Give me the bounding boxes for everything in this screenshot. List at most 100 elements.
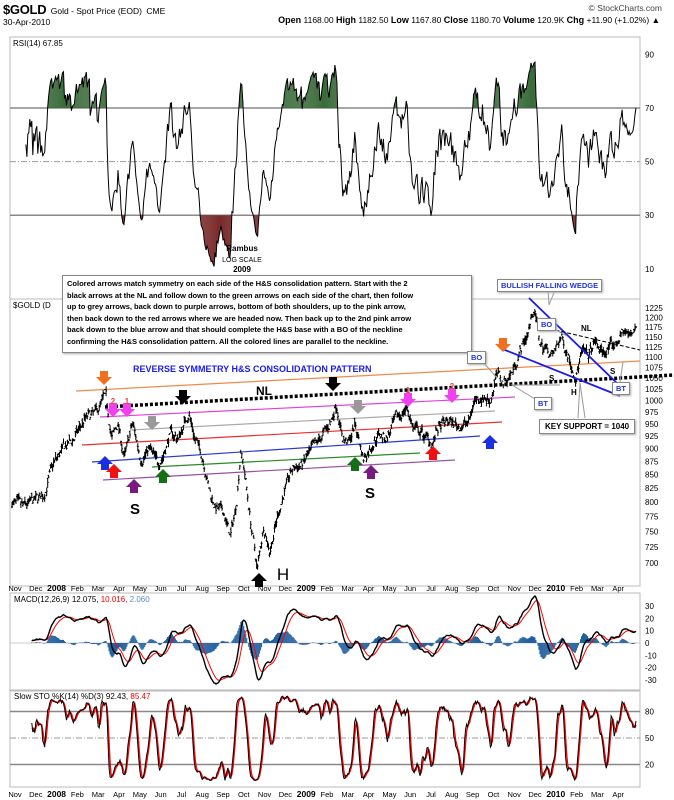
price-tick-label: 850 <box>645 471 659 480</box>
grey-arrow-down-left <box>144 416 160 430</box>
sto-tick-label: 50 <box>645 734 654 743</box>
macd-tick-label: 10 <box>645 627 654 636</box>
price-tick-label: 700 <box>645 559 659 568</box>
price-tick-label: 900 <box>645 444 659 453</box>
date-tick-label: 2008 <box>47 583 66 593</box>
date-tick-label: Sep <box>466 584 479 593</box>
date-tick-label: Sep <box>466 790 479 799</box>
price-tick-label: 1050 <box>645 374 663 383</box>
macd-line <box>31 594 637 685</box>
pink-parallel-line <box>99 396 516 418</box>
price-ohlc-bars <box>11 309 637 570</box>
pink-arrow-down-1-right <box>400 393 416 407</box>
wedge-title-callout: BULLISH FALLING WEDGE <box>497 279 603 292</box>
price-tick-label: 725 <box>645 543 659 552</box>
macd-hist-value: 2.060 <box>130 595 151 604</box>
date-tick-label: Oct <box>238 790 251 799</box>
neckline <box>104 373 674 409</box>
rsi-line <box>25 61 637 267</box>
nl-label: NL <box>256 384 272 398</box>
note-line: Colored arrows match symmetry on each si… <box>67 279 408 288</box>
wedge-h-label: H <box>571 388 577 397</box>
date-tick-label: Jun <box>404 790 416 799</box>
date-tick-label: Jul <box>426 584 436 593</box>
date-tick-label: Apr <box>113 790 125 799</box>
pink-arrow-down-2-left <box>105 403 121 417</box>
volume-label: Volume <box>503 15 535 25</box>
wedge-s1-label: S <box>549 374 555 383</box>
macd-tick-label: -30 <box>645 676 657 685</box>
price-tick-label: 1200 <box>645 313 663 322</box>
wedge-lower-line <box>499 347 621 397</box>
sto-tick-label: 20 <box>645 760 654 769</box>
date-tick-label: 2009 <box>297 583 316 593</box>
wedge-title-leader <box>547 289 556 306</box>
annotation-note-box: Colored arrows match symmetry on each si… <box>62 275 472 353</box>
date-tick-label: Mar <box>92 790 105 799</box>
note-line: then back down to the red arrows where w… <box>67 313 412 323</box>
macd-legend-name: MACD(12,26,9) <box>14 595 70 604</box>
purple-arrow-up-right <box>363 465 379 479</box>
close-value: 1180.70 <box>470 15 501 25</box>
price-tick-label: 1150 <box>645 333 663 342</box>
date-tick-label: Jul <box>177 584 187 593</box>
date-tick-label: Aug <box>445 584 458 593</box>
date-tick-label: Jun <box>404 584 416 593</box>
arrows <box>96 338 511 587</box>
bo-callout-2: BO <box>537 318 557 331</box>
left-shoulder-label: S <box>130 501 140 518</box>
sto-tick-label: 80 <box>645 708 654 717</box>
date-tick-label: Mar <box>591 790 604 799</box>
sto-d-value: 85.47 <box>130 692 151 701</box>
pattern-title: REVERSE SYMMETRY H&S CONSOLIDATION PATTE… <box>133 364 372 374</box>
low-value: 1167.80 <box>411 15 442 25</box>
macd-value: 12.075 <box>72 595 97 604</box>
sto-k-value: 92.43 <box>106 692 127 701</box>
right-shoulder-label: S <box>365 485 375 502</box>
note-line: up to grey arrows, back down to purple a… <box>67 302 406 312</box>
price-tick-label: 875 <box>645 457 659 466</box>
arrow-number: 2 <box>450 382 455 391</box>
bo-callout-1: BO <box>467 351 487 364</box>
blue-arrow-up-left <box>97 456 113 470</box>
red-arrow-up-left <box>106 464 122 478</box>
pink-arrow-down-1-left <box>119 403 135 417</box>
up-arrow-icon: ▲ <box>651 15 660 25</box>
wedge-nl-label: NL <box>581 324 592 333</box>
date-tick-label: Nov <box>508 584 522 593</box>
price-tick-label: 1175 <box>645 323 663 332</box>
wedge-s2-label: S <box>610 367 616 376</box>
volume-value: 120.9K <box>537 15 565 25</box>
bt-callout-1: BT <box>534 397 552 410</box>
date-tick-label: Dec <box>279 584 293 593</box>
bo1-leader <box>482 361 498 379</box>
date-tick-label: Nov <box>8 584 22 593</box>
price-legend: $GOLD (D <box>13 301 51 310</box>
chg-value: +11.90 (+1.02%) <box>586 15 650 25</box>
rsi-tick-label: 10 <box>645 265 654 274</box>
price-tick-label: 950 <box>645 420 659 429</box>
pink-arrow-down-2-right <box>444 389 460 403</box>
open-label: Open <box>278 15 302 25</box>
macd-tick-label: -10 <box>645 651 657 660</box>
sto-panel-frame <box>9 690 641 788</box>
date-tick-label: May <box>133 790 147 799</box>
price-tick-label: 775 <box>645 513 659 522</box>
blue-arrow-up-right <box>482 435 498 449</box>
price-tick-label: 1000 <box>645 396 663 405</box>
grey-arrow-down-right <box>350 400 366 414</box>
bt2-leader <box>619 361 624 383</box>
rambus-label: Rambus <box>226 244 258 253</box>
bt1-leader <box>510 384 560 403</box>
price-tick-label: 1225 <box>645 304 663 313</box>
date-tick-label: Aug <box>445 790 458 799</box>
year-label: 2009 <box>233 265 251 274</box>
date-tick-label: Aug <box>196 790 209 799</box>
rsi-tick-label: 70 <box>645 104 654 113</box>
key-support-callout: KEY SUPPORT = 1040 <box>539 419 636 434</box>
price-tick-label: 975 <box>645 408 659 417</box>
macd-tick-label: 30 <box>645 602 654 611</box>
red-arrow-up-right <box>425 446 441 460</box>
date-tick-label: Mar <box>341 790 354 799</box>
date-tick-label: Jul <box>426 790 436 799</box>
